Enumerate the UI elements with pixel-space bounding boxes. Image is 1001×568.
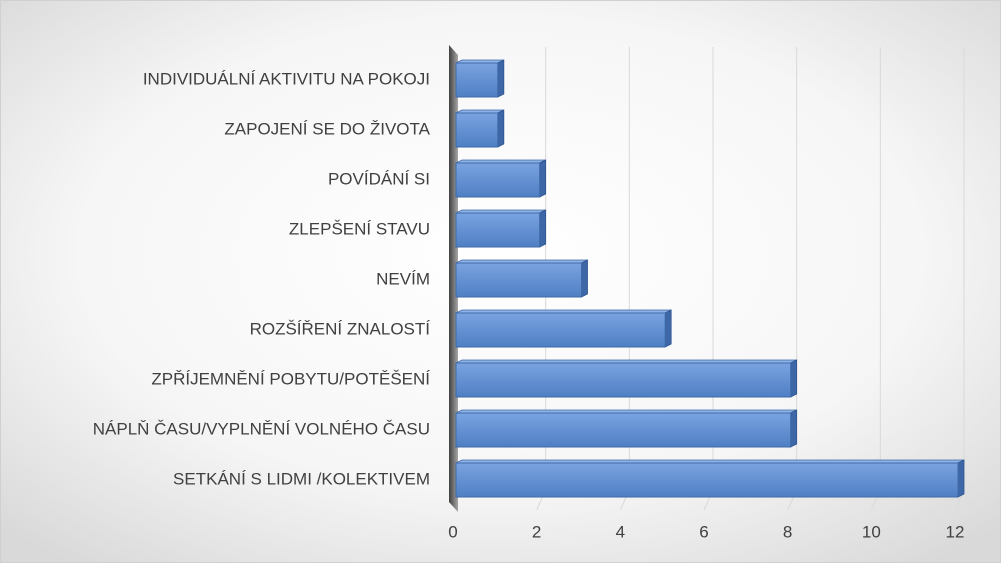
y-tick-label: ZLEPŠENÍ STAVU bbox=[289, 219, 430, 238]
bar-side bbox=[497, 59, 505, 98]
x-tick-label: 12 bbox=[946, 522, 965, 541]
x-tick-label: 6 bbox=[699, 522, 708, 541]
y-tick-label: POVÍDÁNÍ SI bbox=[328, 169, 430, 188]
bar bbox=[455, 412, 792, 448]
y-tick-label: SETKÁNÍ S LIDMI /KOLEKTIVEM bbox=[173, 469, 430, 488]
bar-side bbox=[790, 359, 798, 398]
x-tick-label: 4 bbox=[616, 522, 625, 541]
x-tick-label: 10 bbox=[862, 522, 881, 541]
bar bbox=[455, 362, 792, 398]
bar-side bbox=[790, 409, 798, 448]
bar-side bbox=[539, 159, 547, 198]
bar-side bbox=[539, 209, 547, 248]
bar bbox=[455, 312, 666, 348]
y-tick-label: ROZŠÍŘENÍ ZNALOSTÍ bbox=[250, 319, 431, 338]
bar-side bbox=[581, 259, 588, 298]
bar bbox=[455, 162, 541, 198]
bar-side bbox=[497, 109, 505, 148]
bar bbox=[455, 262, 582, 298]
bar-side bbox=[664, 309, 672, 348]
bar bbox=[455, 62, 499, 98]
y-tick-label: ZPŘÍJEMNĚNÍ POBYTU/POTĚŠENÍ bbox=[151, 369, 430, 388]
x-tick-label: 8 bbox=[783, 522, 792, 541]
y-tick-label: NEVÍM bbox=[376, 269, 430, 288]
bar bbox=[455, 462, 959, 498]
bar bbox=[455, 112, 499, 148]
y-tick-label: NÁPLŇ ČASU/VYPLNĚNÍ VOLNÉHO ČASU bbox=[93, 419, 430, 438]
y-tick-label: INDIVIDUÁLNÍ AKTIVITU NA POKOJI bbox=[143, 69, 430, 88]
x-tick-label: 0 bbox=[448, 522, 457, 541]
x-tick-label: 2 bbox=[532, 522, 541, 541]
bar bbox=[455, 212, 541, 248]
y-tick-label: ZAPOJENÍ SE DO ŽIVOTA bbox=[224, 119, 430, 138]
bar-side bbox=[957, 459, 965, 498]
